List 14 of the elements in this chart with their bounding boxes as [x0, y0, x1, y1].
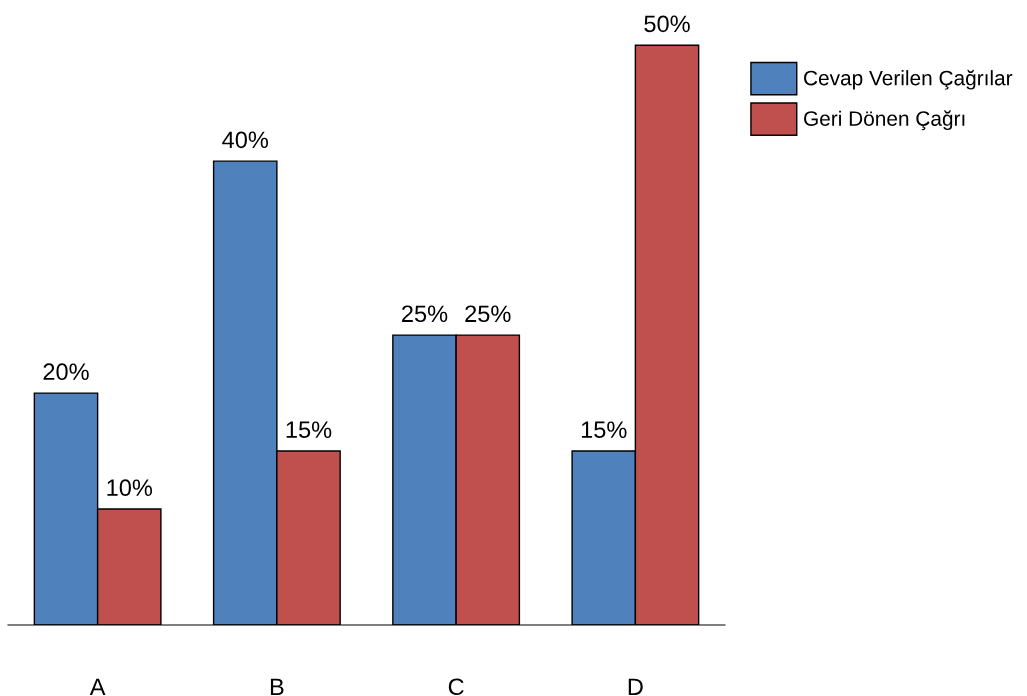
- data-label: 15%: [286, 421, 332, 439]
- legend-label: Cevap Verilen Çağrılar: [804, 69, 1013, 90]
- x-tick-label: A: [89, 678, 106, 695]
- x-tick-label: C: [448, 678, 464, 696]
- data-label: 40%: [222, 131, 269, 149]
- x-tick-label: B: [270, 678, 284, 695]
- x-tick-label: D: [628, 678, 643, 695]
- data-label: 50%: [644, 15, 690, 33]
- data-label: 10%: [107, 479, 153, 497]
- data-label: 20%: [43, 363, 89, 381]
- data-label: 25%: [402, 305, 448, 323]
- data-label: 15%: [581, 421, 627, 439]
- legend-label: Geri Dönen Çağrı: [804, 110, 965, 131]
- data-label: 25%: [465, 305, 511, 323]
